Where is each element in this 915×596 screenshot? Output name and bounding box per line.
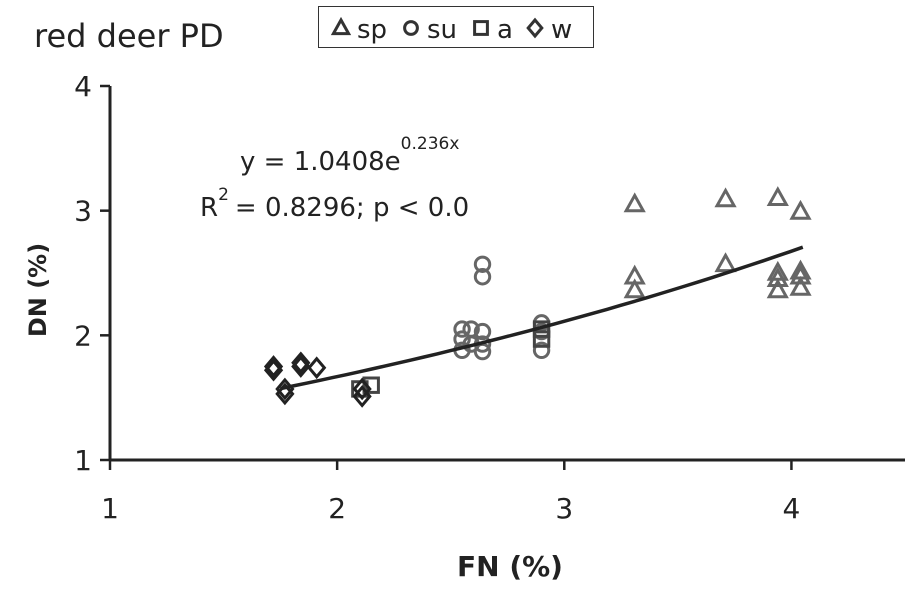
legend-label-a: a [497, 15, 513, 45]
legend-marker-a [473, 20, 489, 36]
point-a-2 [532, 330, 551, 348]
trendline-equation-label: y = 1.0408e [240, 147, 401, 177]
point-sp-11 [789, 264, 812, 285]
data-points [263, 186, 812, 408]
trendline-equation: y = 1.0408e0.236x [240, 134, 459, 177]
y-tick-label-3: 3 [74, 195, 92, 228]
x-tick-label-1: 1 [101, 492, 119, 525]
point-su-6 [473, 268, 492, 286]
x-tick-label-4: 4 [783, 492, 801, 525]
legend-items: sp su a w [330, 15, 572, 45]
point-sp-0 [623, 192, 646, 213]
trendline-equation-exponent: 0.236x [401, 134, 460, 154]
point-w-1 [263, 358, 284, 382]
y-axis-label: DN (%) [24, 243, 52, 337]
legend: sp su a w [318, 6, 594, 48]
point-su-12 [532, 341, 551, 359]
point-sp-7 [766, 267, 789, 288]
point-sp-8 [766, 278, 789, 299]
point-su-0 [453, 320, 471, 338]
x-axis-label: FN (%) [457, 550, 563, 583]
point-su-5 [473, 255, 492, 273]
point-sp-12 [789, 275, 812, 296]
point-w-4 [291, 351, 311, 375]
y-tick-label-1: 1 [74, 444, 92, 477]
legend-label-w: w [551, 15, 572, 45]
x-tick-label-3: 3 [555, 492, 573, 525]
point-sp-5 [766, 186, 789, 206]
trendline-r2-label: = 0.8296; p < 0.0 [235, 193, 469, 223]
trendline-r2-superscript: 2 [218, 185, 229, 205]
legend-label-su: su [427, 15, 457, 45]
x-tick-label-2: 2 [328, 492, 346, 525]
point-su-7 [473, 322, 492, 341]
point-w-6 [307, 356, 327, 380]
legend-marker-w [526, 17, 544, 39]
trendline-r2: R2 = 0.8296; p < 0.0 [200, 185, 469, 223]
legend-marker-sp [330, 16, 352, 36]
point-sp-9 [789, 199, 812, 220]
point-sp-3 [714, 187, 737, 208]
trendline-r2-prefix: R [200, 193, 218, 223]
point-w-5 [291, 355, 311, 378]
point-w-0 [263, 355, 284, 378]
legend-label-sp: sp [357, 15, 387, 45]
point-sp-4 [714, 252, 737, 273]
point-a-1 [362, 376, 380, 394]
plot-area: 1 2 3 4 1 2 3 4 [74, 70, 905, 525]
trendline [280, 245, 804, 391]
y-tick-label-2: 2 [74, 319, 92, 352]
point-sp-2 [623, 278, 646, 299]
chart-title: red deer PD [34, 17, 224, 55]
legend-marker-su [403, 20, 419, 36]
point-w-3 [275, 382, 295, 406]
y-tick-label-4: 4 [74, 70, 92, 103]
point-w-8 [352, 377, 372, 401]
